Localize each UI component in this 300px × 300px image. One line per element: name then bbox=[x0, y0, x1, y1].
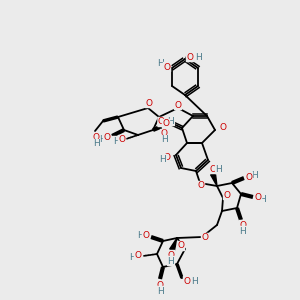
Text: O: O bbox=[167, 250, 175, 260]
Text: H: H bbox=[168, 116, 174, 125]
Text: O: O bbox=[164, 62, 170, 71]
Text: O: O bbox=[224, 190, 230, 200]
Text: O: O bbox=[92, 134, 100, 142]
Text: O: O bbox=[157, 280, 164, 290]
Text: H: H bbox=[99, 134, 105, 143]
Text: O: O bbox=[184, 277, 190, 286]
Text: O: O bbox=[178, 242, 184, 250]
Text: O: O bbox=[158, 118, 165, 127]
Text: H: H bbox=[157, 59, 164, 68]
Text: H: H bbox=[130, 253, 136, 262]
Text: O: O bbox=[134, 251, 142, 260]
Text: O: O bbox=[142, 232, 149, 241]
Text: H: H bbox=[216, 164, 222, 173]
Text: H: H bbox=[250, 170, 257, 179]
Text: H: H bbox=[260, 194, 266, 203]
Text: O: O bbox=[239, 220, 247, 230]
Text: H: H bbox=[240, 226, 246, 236]
Text: O: O bbox=[209, 164, 217, 173]
Text: O: O bbox=[160, 130, 167, 139]
Text: H: H bbox=[136, 230, 143, 239]
Text: H: H bbox=[112, 136, 119, 146]
Text: O: O bbox=[146, 98, 152, 107]
Text: O: O bbox=[254, 194, 262, 202]
Text: O: O bbox=[163, 119, 170, 128]
Text: H: H bbox=[168, 256, 174, 266]
Polygon shape bbox=[159, 117, 165, 130]
Text: O: O bbox=[118, 136, 125, 145]
Text: H: H bbox=[192, 277, 198, 286]
Text: O: O bbox=[245, 172, 253, 182]
Text: O: O bbox=[103, 133, 110, 142]
Text: O: O bbox=[197, 182, 205, 190]
Text: H: H bbox=[160, 136, 167, 145]
Polygon shape bbox=[170, 238, 177, 251]
Text: H: H bbox=[93, 140, 99, 148]
Text: O: O bbox=[163, 152, 170, 161]
Text: O: O bbox=[219, 124, 226, 133]
Text: O: O bbox=[175, 100, 182, 109]
Text: H: H bbox=[157, 286, 164, 296]
Text: H: H bbox=[195, 52, 201, 62]
Polygon shape bbox=[211, 173, 217, 186]
Text: O: O bbox=[187, 52, 194, 62]
Text: O: O bbox=[202, 233, 208, 242]
Text: H: H bbox=[160, 154, 167, 164]
